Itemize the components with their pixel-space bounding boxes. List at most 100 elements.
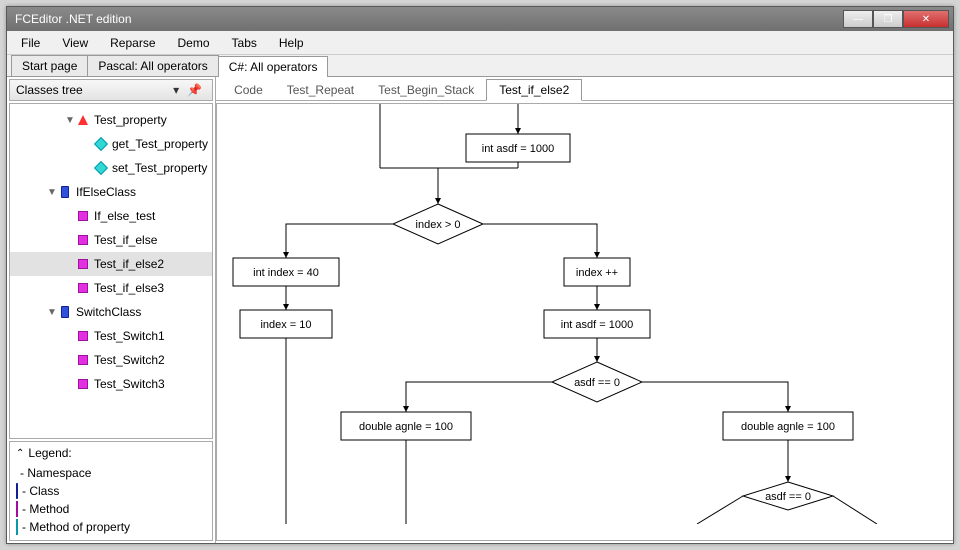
- menu-item-tabs[interactable]: Tabs: [222, 33, 267, 53]
- legend-title: Legend:: [28, 446, 71, 460]
- file-tab[interactable]: Test_Repeat: [275, 80, 366, 100]
- flowchart-edge: [642, 382, 788, 412]
- legend-row: - Method of property: [16, 518, 206, 536]
- flowchart-edge: [286, 224, 393, 258]
- legend-row: - Class: [16, 482, 206, 500]
- tree-node[interactable]: get_Test_property: [10, 132, 212, 156]
- legend-panel: ⌃ Legend: - Namespace - Class - Method -…: [9, 441, 213, 541]
- tree-node[interactable]: Test_Switch1: [10, 324, 212, 348]
- legend-row: - Method: [16, 500, 206, 518]
- window-controls: — ❐ ✕: [843, 10, 949, 28]
- editor-area: CodeTest_RepeatTest_Begin_StackTest_if_e…: [216, 77, 953, 543]
- file-tab[interactable]: Code: [222, 80, 275, 100]
- flowchart-node-label: asdf == 0: [765, 491, 811, 503]
- tree-node[interactable]: Test_if_else3: [10, 276, 212, 300]
- class-icon: [16, 484, 18, 498]
- tree-node[interactable]: ▼ IfElseClass: [10, 180, 212, 204]
- legend-collapse-icon[interactable]: ⌃: [16, 448, 24, 459]
- tree-node[interactable]: Test_if_else: [10, 228, 212, 252]
- prop-icon: [76, 113, 90, 127]
- tree-node-label: Test_if_else3: [94, 281, 164, 295]
- document-tabs: Start pagePascal: All operatorsC#: All o…: [7, 55, 953, 77]
- minimize-button[interactable]: —: [843, 10, 873, 28]
- flowchart-node-label: asdf == 0: [574, 377, 620, 389]
- classes-tree[interactable]: ▼Test_property get_Test_property set_Test_…: [9, 103, 213, 439]
- app-window: FCEditor .NET edition — ❐ ✕ FileViewRepa…: [6, 6, 954, 544]
- legend-header: ⌃ Legend:: [16, 446, 206, 460]
- tree-node[interactable]: ▼ SwitchClass: [10, 300, 212, 324]
- flowchart-node-label: int asdf = 1000: [561, 319, 633, 331]
- flowchart-edge: [697, 496, 743, 524]
- tree-node[interactable]: Test_Switch2: [10, 348, 212, 372]
- legend-row: - Namespace: [16, 464, 206, 482]
- flowchart-edge: [833, 496, 877, 524]
- expand-arrow-icon[interactable]: ▼: [46, 307, 58, 318]
- tree-node[interactable]: If_else_test: [10, 204, 212, 228]
- file-tab[interactable]: Test_Begin_Stack: [366, 80, 486, 100]
- file-tabs: CodeTest_RepeatTest_Begin_StackTest_if_e…: [216, 79, 953, 101]
- menu-item-file[interactable]: File: [11, 33, 50, 53]
- method-icon: [76, 329, 90, 343]
- tree-node-label: Test_if_else: [94, 233, 157, 247]
- tree-node[interactable]: Test_Switch3: [10, 372, 212, 396]
- tree-node-label: SwitchClass: [76, 305, 141, 319]
- flowchart-node-label: int asdf = 1000: [482, 143, 554, 155]
- tree-node[interactable]: set_Test_property: [10, 156, 212, 180]
- menu-item-help[interactable]: Help: [269, 33, 314, 53]
- tree-node-label: Test_Switch3: [94, 377, 165, 391]
- tree-node-label: If_else_test: [94, 209, 155, 223]
- main-body: Classes tree ▾ 📌 ▼Test_property get_Test_…: [7, 77, 953, 543]
- class-icon: [58, 185, 72, 199]
- method-icon: [76, 209, 90, 223]
- flowchart-node-label: int index = 40: [253, 267, 319, 279]
- doc-tab[interactable]: Start page: [11, 55, 88, 76]
- dropdown-icon[interactable]: ▾: [169, 83, 183, 97]
- tree-node-label: get_Test_property: [112, 137, 208, 151]
- file-tab[interactable]: Test_if_else2: [486, 79, 582, 101]
- tree-node-label: IfElseClass: [76, 185, 136, 199]
- flowchart-edge: [483, 224, 597, 258]
- expand-arrow-icon[interactable]: ▼: [64, 115, 76, 126]
- maximize-button[interactable]: ❐: [873, 10, 903, 28]
- tree-panel-title: Classes tree: [16, 83, 83, 97]
- tree-node-label: Test_Switch2: [94, 353, 165, 367]
- flowchart-edge: [406, 382, 552, 412]
- doc-tab[interactable]: Pascal: All operators: [87, 55, 218, 76]
- tree-node-label: Test_if_else2: [94, 257, 164, 271]
- sidebar: Classes tree ▾ 📌 ▼Test_property get_Test_…: [7, 77, 216, 543]
- tree-node[interactable]: ▼Test_property: [10, 108, 212, 132]
- legend-label: - Method: [22, 502, 69, 516]
- method-icon: [16, 502, 18, 516]
- pmethod-icon: [94, 161, 108, 175]
- tree-node-label: set_Test_property: [112, 161, 207, 175]
- menu-item-demo[interactable]: Demo: [168, 33, 220, 53]
- method-icon: [76, 377, 90, 391]
- doc-tab[interactable]: C#: All operators: [218, 56, 329, 77]
- expand-arrow-icon[interactable]: ▼: [46, 187, 58, 198]
- flowchart-node-label: double agnle = 100: [741, 421, 835, 433]
- class-icon: [58, 305, 72, 319]
- pin-icon[interactable]: 📌: [183, 83, 206, 97]
- method-icon: [76, 281, 90, 295]
- flowchart-node-label: double agnle = 100: [359, 421, 453, 433]
- legend-label: - Class: [22, 484, 59, 498]
- titlebar: FCEditor .NET edition — ❐ ✕: [7, 7, 953, 31]
- menu-item-reparse[interactable]: Reparse: [100, 33, 165, 53]
- flowchart-canvas[interactable]: int asdf = 1000 index > 0 int index = 40 in…: [216, 103, 953, 541]
- menu-item-view[interactable]: View: [52, 33, 98, 53]
- window-title: FCEditor .NET edition: [11, 12, 843, 26]
- pmethod-icon: [94, 137, 108, 151]
- method-icon: [76, 353, 90, 367]
- flowchart-node-label: index > 0: [416, 219, 461, 231]
- menubar: FileViewReparseDemoTabsHelp: [7, 31, 953, 55]
- legend-label: - Method of property: [22, 520, 130, 534]
- legend-label: - Namespace: [20, 466, 91, 480]
- close-button[interactable]: ✕: [903, 10, 949, 28]
- method-icon: [76, 257, 90, 271]
- flowchart-node-label: index ++: [576, 267, 618, 279]
- flowchart-node-label: index = 10: [261, 319, 312, 331]
- pmethod-icon: [16, 520, 18, 534]
- tree-node[interactable]: Test_if_else2: [10, 252, 212, 276]
- tree-node-label: Test_Switch1: [94, 329, 165, 343]
- method-icon: [76, 233, 90, 247]
